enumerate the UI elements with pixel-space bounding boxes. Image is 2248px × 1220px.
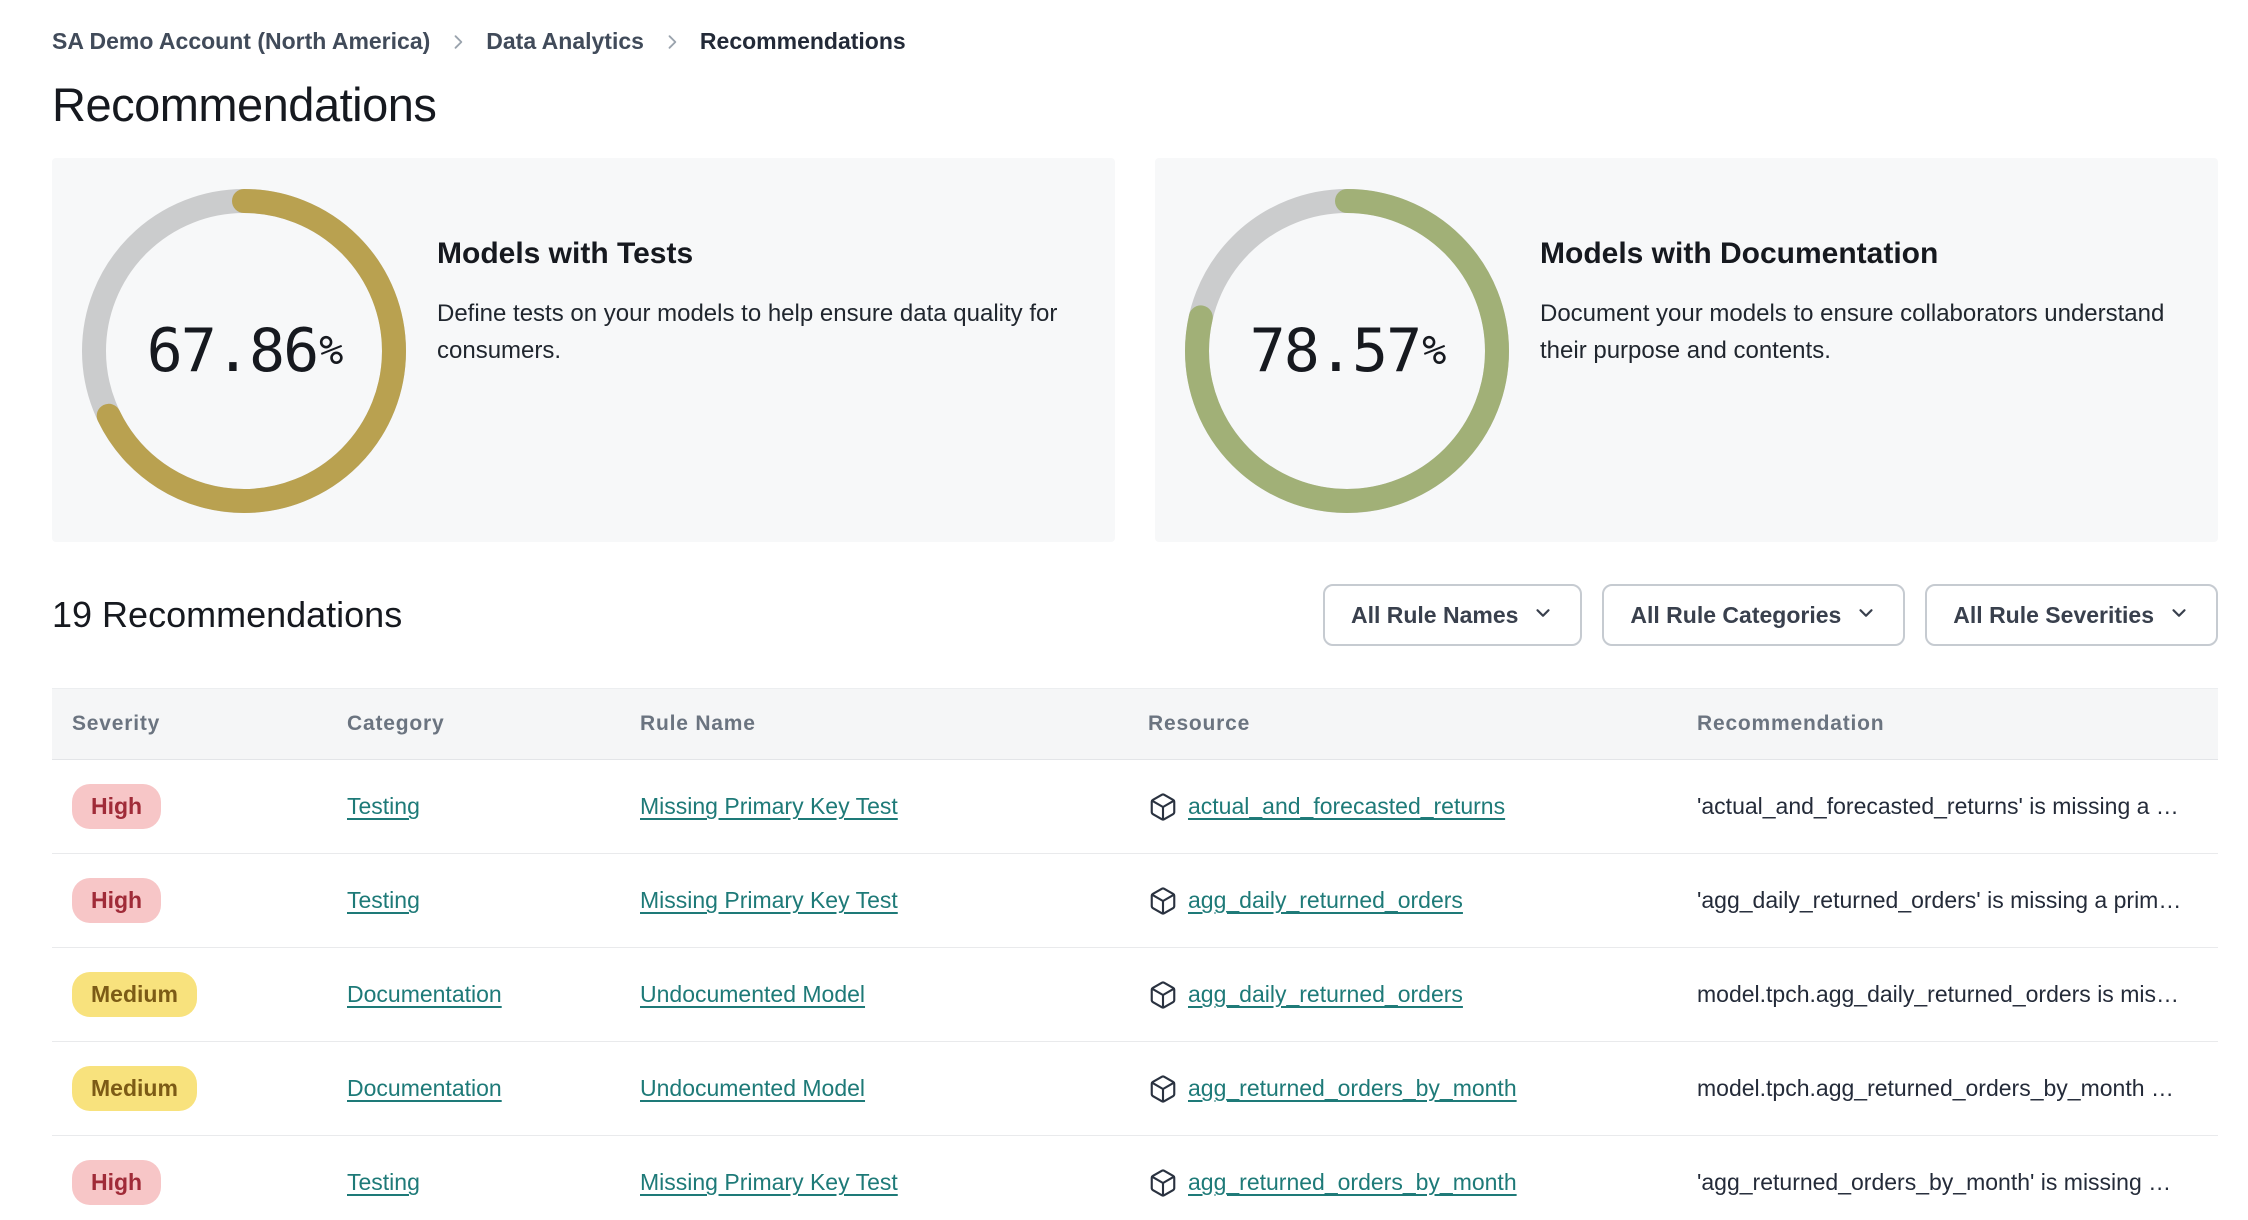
chevron-down-icon <box>2168 600 2190 630</box>
recommendation-text: model.tpch.agg_daily_returned_orders is … <box>1697 981 2179 1007</box>
col-header-category: Category <box>347 712 445 735</box>
resource-link[interactable]: agg_returned_orders_by_month <box>1188 1169 1517 1195</box>
filter-bar: All Rule Names All Rule Categories All R… <box>1322 584 2218 646</box>
rule-severities-filter-dropdown[interactable]: All Rule Severities <box>1925 584 2218 646</box>
page-title: Recommendations <box>52 78 437 131</box>
documentation-percent-value: 78.57% <box>1249 316 1447 386</box>
recommendation-text: 'agg_daily_returned_orders' is missing a… <box>1697 887 2182 913</box>
rule-names-filter-label: All Rule Names <box>1350 601 1519 628</box>
col-header-resource: Resource <box>1148 712 1251 735</box>
rule-severities-filter-label: All Rule Severities <box>1953 601 2154 628</box>
breadcrumb: SA Demo Account (North America) Data Ana… <box>52 28 2218 55</box>
documentation-card-description: Document your models to ensure collabora… <box>1540 300 2165 364</box>
rule-categories-filter-dropdown[interactable]: All Rule Categories <box>1602 584 1906 646</box>
category-link[interactable]: Documentation <box>347 981 502 1007</box>
rule-categories-filter-label: All Rule Categories <box>1630 601 1842 628</box>
breadcrumb-account-link[interactable]: SA Demo Account (North America) <box>52 28 431 54</box>
category-link[interactable]: Testing <box>347 1169 420 1195</box>
rule-name-link[interactable]: Undocumented Model <box>640 981 866 1007</box>
model-cube-icon <box>1148 1074 1178 1104</box>
resource-link[interactable]: agg_daily_returned_orders <box>1188 887 1463 913</box>
severity-badge: Medium <box>72 1066 197 1111</box>
tests-card-description: Define tests on your models to help ensu… <box>437 300 1058 364</box>
model-cube-icon <box>1148 886 1178 916</box>
category-link[interactable]: Testing <box>347 887 420 913</box>
table-row: Medium Documentation Undocumented Model … <box>52 948 2218 1042</box>
resource-link[interactable]: actual_and_forecasted_returns <box>1188 793 1506 819</box>
resource-link[interactable]: agg_daily_returned_orders <box>1188 981 1463 1007</box>
col-header-rule-name: Rule Name <box>640 712 756 735</box>
chevron-right-icon <box>662 32 682 52</box>
resource-link[interactable]: agg_returned_orders_by_month <box>1188 1075 1517 1101</box>
documentation-donut-chart: 78.57% <box>1185 189 1509 513</box>
recommendation-text: model.tpch.agg_returned_orders_by_month … <box>1697 1075 2174 1101</box>
rule-name-link[interactable]: Missing Primary Key Test <box>640 887 898 913</box>
severity-badge: Medium <box>72 972 197 1017</box>
model-cube-icon <box>1148 980 1178 1010</box>
recommendation-text: 'agg_returned_orders_by_month' is missin… <box>1697 1169 2172 1195</box>
category-link[interactable]: Testing <box>347 793 420 819</box>
rule-name-link[interactable]: Missing Primary Key Test <box>640 793 898 819</box>
chevron-down-icon <box>1532 600 1554 630</box>
model-cube-icon <box>1148 792 1178 822</box>
models-with-documentation-card: 78.57% Models with Documentation Documen… <box>1155 158 2218 542</box>
tests-card-title: Models with Tests <box>437 237 694 270</box>
breadcrumb-current: Recommendations <box>699 28 906 54</box>
chevron-down-icon <box>1855 600 1877 630</box>
rule-names-filter-dropdown[interactable]: All Rule Names <box>1322 584 1583 646</box>
recommendations-table: Severity Category Rule Name Resource Rec… <box>52 688 2218 1220</box>
recommendation-text: 'actual_and_forecasted_returns' is missi… <box>1697 793 2179 819</box>
category-link[interactable]: Documentation <box>347 1075 502 1101</box>
rule-name-link[interactable]: Undocumented Model <box>640 1075 866 1101</box>
model-cube-icon <box>1148 1168 1178 1198</box>
tests-percent-value: 67.86% <box>146 316 344 386</box>
tests-donut-chart: 67.86% <box>82 189 406 513</box>
col-header-recommendation: Recommendation <box>1697 712 1885 735</box>
table-row: High Testing Missing Primary Key Test ag… <box>52 1136 2218 1220</box>
chevron-right-icon <box>448 32 468 52</box>
recommendations-count-title: 19 Recommendations <box>52 594 403 635</box>
severity-badge: High <box>72 784 162 829</box>
table-header-row: Severity Category Rule Name Resource Rec… <box>52 688 2218 760</box>
models-with-tests-card: 67.86% Models with Tests Define tests on… <box>52 158 1115 542</box>
documentation-card-title: Models with Documentation <box>1540 237 1939 270</box>
list-header: 19 Recommendations All Rule Names All Ru… <box>52 584 2218 646</box>
table-row: Medium Documentation Undocumented Model … <box>52 1042 2218 1136</box>
table-row: High Testing Missing Primary Key Test ac… <box>52 760 2218 854</box>
col-header-severity: Severity <box>72 712 161 735</box>
breadcrumb-project-link[interactable]: Data Analytics <box>486 28 644 54</box>
severity-badge: High <box>72 1160 162 1205</box>
table-row: High Testing Missing Primary Key Test ag… <box>52 854 2218 948</box>
summary-cards: 67.86% Models with Tests Define tests on… <box>52 158 2218 542</box>
severity-badge: High <box>72 878 162 923</box>
rule-name-link[interactable]: Missing Primary Key Test <box>640 1169 898 1195</box>
